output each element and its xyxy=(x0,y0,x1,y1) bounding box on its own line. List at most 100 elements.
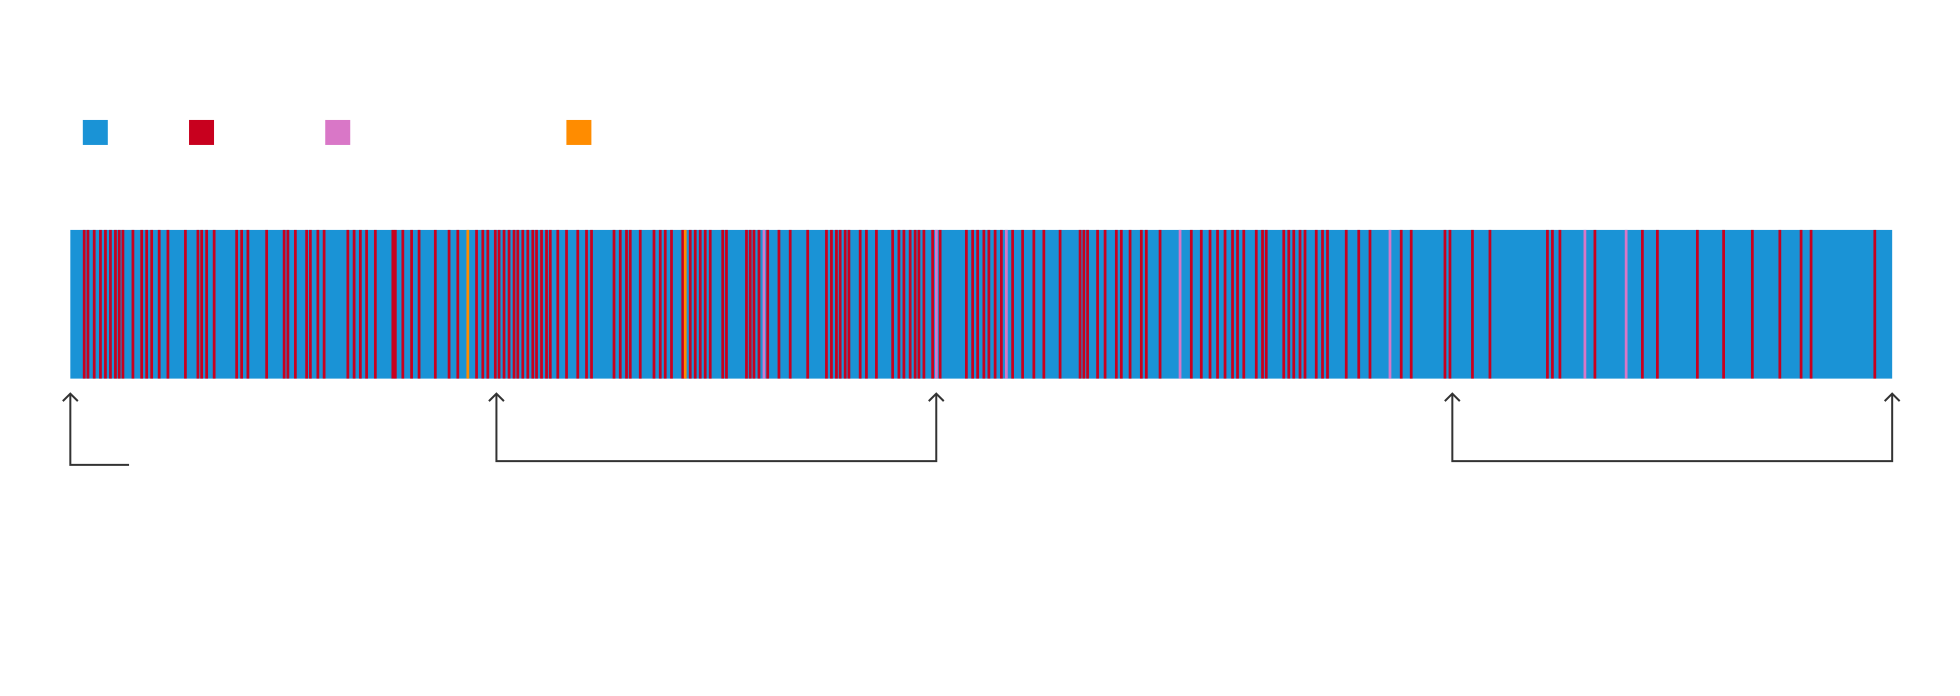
stripe xyxy=(638,229,642,379)
stripe xyxy=(1344,229,1348,379)
stripe xyxy=(1641,229,1644,379)
stripe xyxy=(1471,229,1474,379)
stripe xyxy=(766,229,770,379)
stripe xyxy=(838,229,842,379)
stripe xyxy=(585,229,588,379)
stripe xyxy=(1326,229,1329,379)
stripe xyxy=(1096,229,1099,379)
stripe xyxy=(922,229,926,379)
stripe xyxy=(401,229,405,379)
stripe xyxy=(971,229,975,379)
stripe xyxy=(1178,229,1182,379)
stripe xyxy=(625,229,628,379)
stripe xyxy=(205,229,209,379)
stripe xyxy=(393,229,397,379)
stripe xyxy=(104,229,107,379)
stripe xyxy=(184,229,187,379)
stripe xyxy=(703,229,707,379)
stripe xyxy=(1208,229,1212,379)
stripe xyxy=(843,229,847,379)
stripe xyxy=(652,229,656,379)
stripe xyxy=(526,229,530,379)
stripe xyxy=(531,229,535,379)
stripe xyxy=(745,229,748,379)
stripe xyxy=(521,229,525,379)
stripe xyxy=(897,229,901,379)
stripe xyxy=(663,229,667,379)
stripe xyxy=(240,229,244,379)
stripe xyxy=(166,229,170,379)
stripe xyxy=(1144,229,1148,379)
stripe xyxy=(265,229,269,379)
arrowhead xyxy=(62,392,79,402)
stripe xyxy=(293,229,297,379)
stripe xyxy=(1199,229,1203,379)
stripe xyxy=(200,229,204,379)
stripe xyxy=(433,229,437,379)
stripe xyxy=(1004,229,1008,379)
stripe xyxy=(612,229,616,379)
stripe xyxy=(316,229,320,379)
stripe xyxy=(865,229,868,379)
stripe xyxy=(618,229,622,379)
stripe xyxy=(1695,229,1699,379)
stripe xyxy=(1488,229,1492,379)
arrowhead xyxy=(1444,392,1461,402)
stripe xyxy=(847,229,851,379)
stripe xyxy=(777,229,781,379)
legend xyxy=(82,119,592,145)
arrowhead xyxy=(488,392,505,402)
stripe xyxy=(1546,229,1549,379)
stripe xyxy=(1086,229,1089,379)
stripe xyxy=(858,229,862,379)
stripe xyxy=(556,229,560,379)
stripe xyxy=(145,229,149,379)
stripe xyxy=(1242,229,1246,379)
stripe xyxy=(308,229,312,379)
stripe xyxy=(1231,229,1234,379)
legend-swatch xyxy=(82,119,108,145)
bracket xyxy=(69,394,130,466)
stripe xyxy=(576,229,580,379)
legend-swatch xyxy=(189,119,215,145)
stripe xyxy=(99,229,102,379)
stripe xyxy=(590,229,593,379)
stripe xyxy=(157,229,161,379)
stripe xyxy=(1021,229,1024,379)
stripe xyxy=(1058,229,1062,379)
stripe xyxy=(681,229,685,379)
stripe xyxy=(1873,229,1877,379)
sequence-strip xyxy=(70,229,1893,379)
stripe xyxy=(670,229,673,379)
legend-swatch xyxy=(325,119,351,145)
strip-background xyxy=(70,229,1893,379)
stripe xyxy=(131,229,135,379)
stripe xyxy=(140,229,144,379)
stripe xyxy=(825,229,828,379)
stripe xyxy=(516,229,520,379)
stripe xyxy=(902,229,906,379)
stripe xyxy=(1551,229,1554,379)
stripe xyxy=(875,229,878,379)
stripe xyxy=(1216,229,1219,379)
stripe xyxy=(913,229,917,379)
stripe xyxy=(806,229,810,379)
stripe xyxy=(788,229,792,379)
stripe xyxy=(1223,229,1227,379)
stripe xyxy=(92,229,96,379)
stripe xyxy=(1624,229,1628,379)
stripe xyxy=(698,229,702,379)
stripe xyxy=(1750,229,1754,379)
stripe xyxy=(322,229,326,379)
stripe xyxy=(1292,229,1296,379)
stripe xyxy=(410,229,413,379)
stripe xyxy=(373,229,377,379)
stripe xyxy=(1236,229,1239,379)
stripe xyxy=(999,229,1003,379)
arrowhead xyxy=(1883,392,1901,402)
stripe xyxy=(493,229,497,379)
stripe xyxy=(305,229,308,379)
stripe xyxy=(628,229,632,379)
stripe xyxy=(117,229,121,379)
